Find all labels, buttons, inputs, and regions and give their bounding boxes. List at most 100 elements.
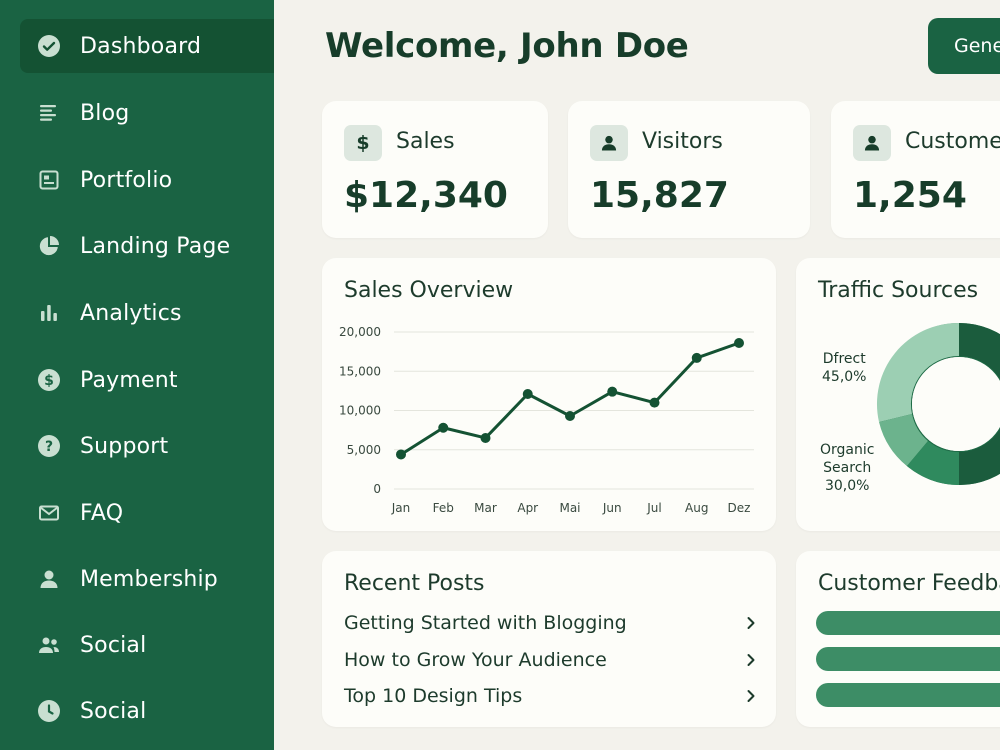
svg-text:?: ? xyxy=(45,439,53,455)
card-title: Sales Overview xyxy=(344,278,514,303)
sales-overview-card: Sales Overview 20,000 15,000 10,000 5,000 0 J… xyxy=(322,258,776,531)
x-tick-label: Jan xyxy=(391,501,411,515)
sidebar-item-label: Dashboard xyxy=(80,33,202,59)
check-circle-icon xyxy=(36,33,62,59)
sidebar-item-payment[interactable]: $ Payment xyxy=(20,353,274,407)
post-title: Getting Started with Blogging xyxy=(344,612,627,634)
stat-card-customers: Custome 1,254 xyxy=(831,101,1000,238)
users-icon xyxy=(36,632,62,658)
stat-card-sales: $ Sales $12,340 xyxy=(322,101,548,238)
x-tick-label: Mai xyxy=(559,501,580,515)
svg-text:$: $ xyxy=(44,373,54,389)
donut-segment-dark xyxy=(959,323,1000,485)
chevron-right-icon xyxy=(747,617,755,629)
stat-label: Sales xyxy=(396,129,455,154)
user-icon xyxy=(36,566,62,592)
sidebar-item-landing-page[interactable]: Landing Page xyxy=(20,219,274,273)
y-tick-label: 5,000 xyxy=(347,443,381,457)
donut-segment-mid xyxy=(879,414,928,466)
x-tick-label: Feb xyxy=(433,501,454,515)
stat-value: 15,827 xyxy=(590,175,729,216)
sidebar-item-label: Landing Page xyxy=(80,233,231,259)
mail-icon xyxy=(36,500,62,526)
data-point xyxy=(522,389,533,400)
x-tick-label: Jul xyxy=(646,501,661,515)
data-point xyxy=(649,397,660,408)
card-title: Recent Posts xyxy=(344,571,485,596)
sidebar-item-label: Social xyxy=(80,698,147,724)
sidebar-item-label: Analytics xyxy=(80,300,182,326)
donut-label-direct: Dfrect 45,0% xyxy=(822,350,866,386)
post-title: Top 10 Design Tips xyxy=(344,685,523,707)
sidebar-item-portfolio[interactable]: Portfolio xyxy=(20,153,274,207)
donut-segment-light xyxy=(876,322,959,422)
stat-value: 1,254 xyxy=(853,175,967,216)
data-point xyxy=(396,449,406,460)
sidebar: Dashboard Blog Portfolio Landing Page An… xyxy=(0,0,274,750)
data-point xyxy=(480,432,491,443)
x-tick-label: Dez xyxy=(728,501,751,515)
x-tick-label: Jun xyxy=(602,501,622,515)
chevron-right-icon xyxy=(747,654,755,666)
donut-label-name: Dfrect xyxy=(822,351,866,367)
data-point xyxy=(438,422,449,433)
page-title: Welcome, John Doe xyxy=(325,26,689,66)
dollar-icon: $ xyxy=(344,125,382,161)
sidebar-item-label: Membership xyxy=(80,566,218,592)
y-tick-label: 20,000 xyxy=(339,325,381,339)
user-icon xyxy=(590,125,628,161)
sidebar-item-blog[interactable]: Blog xyxy=(20,86,274,140)
data-point xyxy=(691,352,702,363)
data-point xyxy=(734,337,744,348)
donut-label-value: 45,0% xyxy=(822,369,867,385)
traffic-donut-chart xyxy=(876,322,1000,485)
chevron-right-icon xyxy=(747,690,755,702)
sidebar-item-support[interactable]: ? Support xyxy=(20,419,274,473)
portfolio-icon xyxy=(36,167,62,193)
donut-label-name: Search xyxy=(823,460,872,476)
stat-value: $12,340 xyxy=(344,175,508,216)
sidebar-item-membership[interactable]: Membership xyxy=(20,552,274,606)
bar-chart-icon xyxy=(36,300,62,326)
clock-icon xyxy=(36,698,62,724)
dollar-circle-icon: $ xyxy=(36,367,62,393)
sidebar-item-faq[interactable]: FAQ xyxy=(20,486,274,540)
help-circle-icon: ? xyxy=(36,433,62,459)
user-icon xyxy=(853,125,891,161)
feedback-bar xyxy=(816,683,1000,707)
sidebar-item-label: Social xyxy=(80,632,147,658)
recent-posts-card: Recent Posts Getting Started with Bloggi… xyxy=(322,551,776,727)
sidebar-item-label: Payment xyxy=(80,367,178,393)
data-point xyxy=(565,410,575,421)
traffic-sources-card: Traffic Sources Dfrect 45,0% Organic Sea… xyxy=(796,258,1000,531)
y-tick-label: 15,000 xyxy=(339,364,381,378)
feedback-bar xyxy=(816,611,1000,635)
list-icon xyxy=(36,100,62,126)
x-tick-label: Apr xyxy=(517,501,538,515)
sidebar-item-social[interactable]: Social xyxy=(20,618,274,672)
card-title: Traffic Sources xyxy=(818,278,979,303)
sidebar-item-label: Blog xyxy=(80,100,130,126)
y-tick-label: 0 xyxy=(373,482,381,496)
post-item[interactable]: Top 10 Design Tips xyxy=(344,681,758,711)
data-point xyxy=(607,386,618,397)
stat-card-visitors: Visitors 15,827 xyxy=(568,101,810,238)
sidebar-item-label: FAQ xyxy=(80,500,124,526)
pie-icon xyxy=(36,233,62,259)
post-item[interactable]: How to Grow Your Audience xyxy=(344,645,758,675)
post-item[interactable]: Getting Started with Blogging xyxy=(344,608,758,638)
sales-line-chart: 20,000 15,000 10,000 5,000 0 Jan Feb Mar Apr Mai J… xyxy=(339,325,754,515)
sidebar-item-dashboard[interactable]: Dashboard xyxy=(20,19,274,73)
stat-label: Visitors xyxy=(642,129,723,154)
generate-button[interactable]: Gene xyxy=(928,18,1000,74)
customer-feedback-card: Customer Feedba xyxy=(796,551,1000,727)
x-tick-label: Aug xyxy=(685,501,708,515)
stat-label: Custome xyxy=(905,129,1000,154)
x-tick-label: Mar xyxy=(474,501,497,515)
donut-segment-organic xyxy=(907,441,959,485)
sidebar-item-analytics[interactable]: Analytics xyxy=(20,286,274,340)
card-title: Customer Feedba xyxy=(818,571,1000,596)
sidebar-item-social-2[interactable]: Social xyxy=(20,684,274,738)
feedback-bar xyxy=(816,647,1000,671)
y-tick-label: 10,000 xyxy=(339,404,381,418)
